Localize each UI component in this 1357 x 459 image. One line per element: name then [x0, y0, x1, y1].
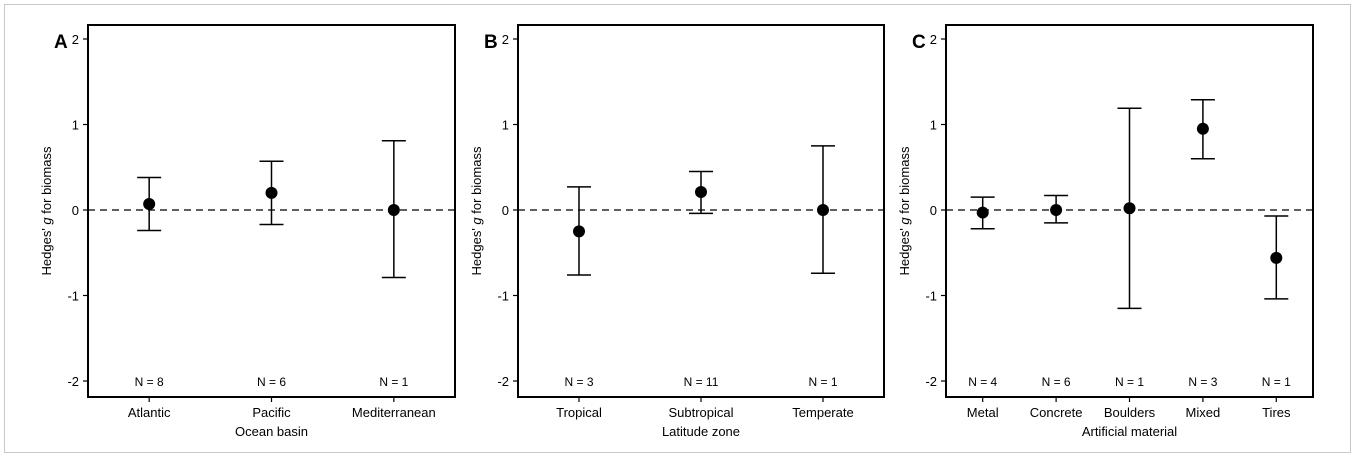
x-axis-label: Latitude zone	[662, 424, 740, 439]
data-point	[1196, 122, 1209, 135]
y-tick-label: -1	[497, 289, 509, 304]
data-point	[143, 198, 156, 211]
sample-size-label: N = 1	[1115, 375, 1144, 389]
sample-size-label: N = 1	[808, 375, 837, 389]
x-tick-label: Metal	[967, 405, 999, 420]
x-tick-label: Mediterranean	[352, 405, 436, 420]
sample-size-label: N = 8	[135, 375, 164, 389]
y-tick-label: -2	[67, 374, 79, 389]
y-tick-label: -2	[497, 374, 509, 389]
y-axis-label-part: Hedges'	[39, 225, 54, 276]
sample-size-label: N = 1	[1262, 375, 1291, 389]
x-tick-label: Tires	[1262, 405, 1291, 420]
sample-size-label: N = 6	[1042, 375, 1071, 389]
y-axis-label-part: Hedges'	[469, 225, 484, 276]
data-point	[573, 225, 585, 238]
panel-a: A 2 1 0 -1 -2 Hedges' g for biomass Atlantic N =…	[39, 24, 456, 439]
y-axis-label: Hedges' g for biomass	[39, 146, 54, 275]
figure-frame	[4, 4, 1351, 453]
y-tick-label: 0	[930, 203, 937, 218]
panel-c: C 2 1 0 -1 -2 Hedges' g for biomass Metal N = 4 C…	[897, 24, 1314, 439]
y-tick-label: 1	[930, 118, 937, 133]
sample-size-label: N = 6	[257, 375, 286, 389]
y-tick-label: 0	[72, 203, 79, 218]
y-axis-label-part: for biomass	[897, 146, 912, 217]
data-point	[1270, 251, 1283, 264]
panel-b: B 2 1 0 -1 -2 Hedges' g for biomass Tropical N =…	[469, 24, 885, 439]
sample-size-label: N = 3	[1188, 375, 1217, 389]
y-tick-label: 1	[502, 118, 509, 133]
y-tick-label: -2	[925, 374, 937, 389]
y-tick-label: 1	[72, 118, 79, 133]
x-tick-label: Pacific	[252, 405, 291, 420]
data-point	[817, 204, 829, 216]
data-point	[1050, 204, 1063, 216]
y-tick-label: 2	[502, 32, 509, 47]
sample-size-label: N = 1	[379, 375, 408, 389]
x-tick-label: Mixed	[1186, 405, 1221, 420]
y-axis-label-part: g	[469, 217, 484, 225]
y-tick-label: 2	[72, 32, 79, 47]
x-axis-label: Artificial material	[1082, 424, 1177, 439]
y-axis-label-part: for biomass	[39, 146, 54, 217]
y-axis-label-part: g	[39, 217, 54, 225]
x-tick-label: Concrete	[1030, 405, 1083, 420]
data-point	[387, 204, 400, 216]
panel-label: B	[484, 32, 498, 53]
x-tick-label: Temperate	[792, 405, 853, 420]
y-tick-label: -1	[67, 289, 79, 304]
y-tick-label: -1	[925, 289, 937, 304]
panel-label: A	[54, 32, 68, 53]
x-axis-label: Ocean basin	[235, 424, 308, 439]
data-point	[265, 186, 278, 199]
y-axis-label: Hedges' g for biomass	[469, 146, 484, 275]
y-axis-label-part: Hedges'	[897, 225, 912, 276]
y-tick-label: 0	[502, 203, 509, 218]
sample-size-label: N = 3	[564, 375, 593, 389]
x-tick-label: Tropical	[556, 405, 602, 420]
y-axis-label-part: g	[897, 217, 912, 225]
data-point	[976, 206, 989, 219]
y-axis-label-part: for biomass	[469, 146, 484, 217]
x-tick-label: Subtropical	[668, 405, 733, 420]
y-tick-label: 2	[930, 32, 937, 47]
y-axis-label: Hedges' g for biomass	[897, 146, 912, 275]
data-point	[695, 186, 707, 199]
sample-size-label: N = 4	[968, 375, 997, 389]
sample-size-label: N = 11	[684, 375, 719, 389]
x-tick-label: Atlantic	[128, 405, 171, 420]
data-point	[1123, 202, 1136, 215]
panel-label: C	[912, 32, 926, 53]
x-tick-label: Boulders	[1104, 405, 1156, 420]
